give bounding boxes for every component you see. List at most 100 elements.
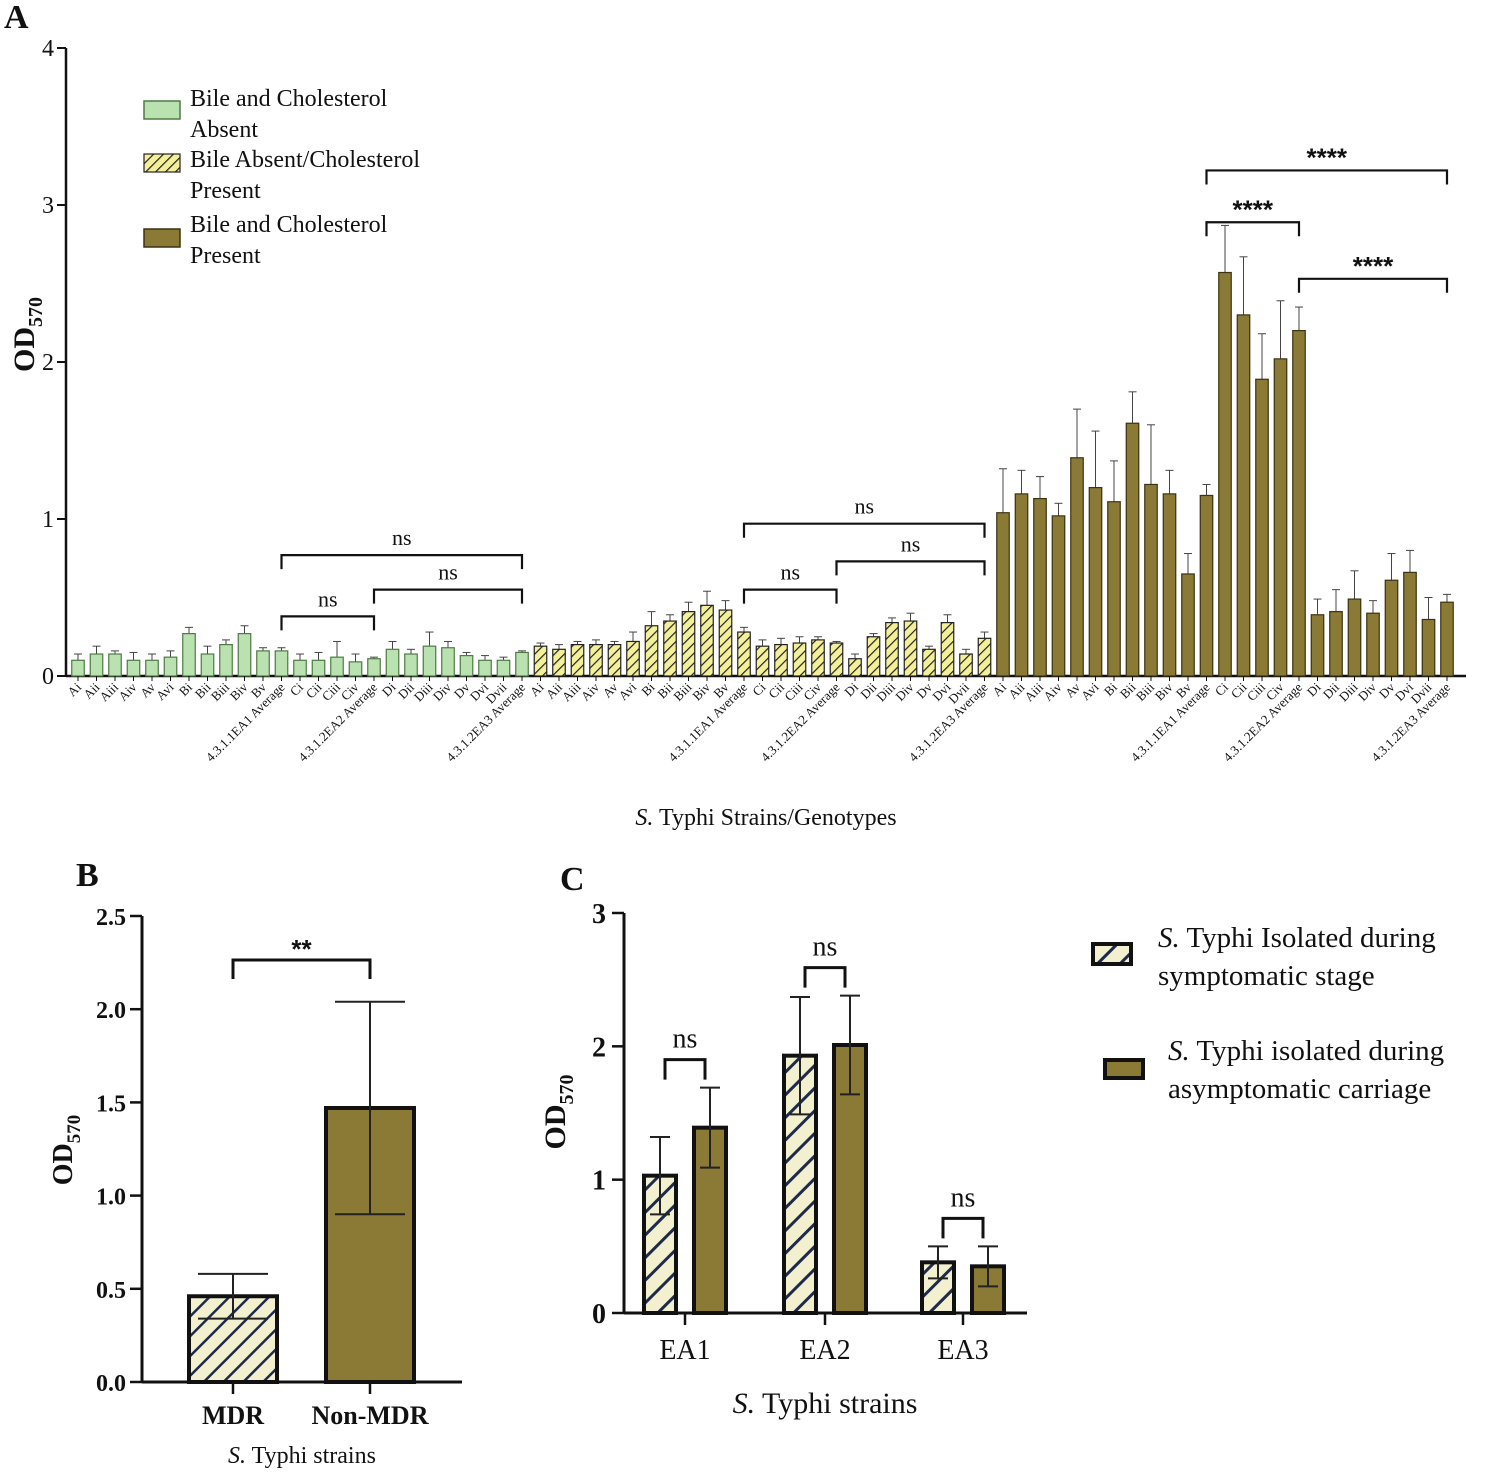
chart-a-bar xyxy=(1181,573,1195,677)
chart-a-bar xyxy=(848,658,862,677)
chart-a-significance-label: ns xyxy=(392,525,412,550)
chart-c-category-label: EA1 xyxy=(659,1335,710,1366)
chart-a-significance-label: ns xyxy=(901,531,921,556)
chart-a-bar xyxy=(1162,493,1177,677)
chart-b-y-tick-label: 1.5 xyxy=(96,1091,126,1117)
chart-b-significance-label: ** xyxy=(291,934,312,964)
chart-c-significance-label: ns xyxy=(951,1182,976,1213)
chart-b-category-label: Non-MDR xyxy=(312,1401,429,1430)
chart-a-bar xyxy=(774,643,788,677)
chart-a-bar xyxy=(108,653,122,677)
chart-a-bar xyxy=(663,620,677,677)
chart-a-bar xyxy=(182,633,196,677)
chart-a-bar xyxy=(644,625,659,677)
chart-c-significance-label: ns xyxy=(813,932,838,963)
chart-a-bar xyxy=(441,647,455,677)
chart-a-bar xyxy=(552,648,566,677)
chart-a-y-tick-label: 2 xyxy=(42,350,54,376)
chart-a-bar xyxy=(681,611,696,677)
chart-a-bar xyxy=(1107,501,1121,677)
chart-a-bar xyxy=(126,659,141,677)
legend-label-bile-absent-line1: Bile Absent/Cholesterol xyxy=(190,147,420,173)
chart-a-bar xyxy=(256,650,270,677)
legend-label-bile-absent-line2: Present xyxy=(190,178,261,204)
chart-b-y-tick-label: 2.5 xyxy=(96,905,126,931)
chart-a-bar xyxy=(1088,487,1103,677)
chart-a-category-label: Biv xyxy=(689,679,713,703)
chart-a-bar xyxy=(422,645,437,677)
legend-swatch-bile-absent xyxy=(143,153,181,173)
chart-a-significance-bracket xyxy=(742,588,838,604)
chart-a-bar xyxy=(1310,614,1325,677)
chart-a-bar xyxy=(885,622,899,677)
chart-c-axes: 0 1 2 3 EA1 EA2 EA3 xyxy=(592,899,1027,1366)
chart-a-significance-label: ns xyxy=(780,560,800,585)
chart-a-bar xyxy=(1403,571,1417,677)
chart-a-bar xyxy=(71,659,85,677)
chart-a-bar xyxy=(829,642,844,677)
legend-label-present-line1: Bile and Cholesterol xyxy=(190,212,388,238)
chart-a-significance-bracket xyxy=(280,615,376,631)
chart-a-category-label: Aiv xyxy=(1040,679,1065,704)
legend-label-symptomatic-line2: symptomatic stage xyxy=(1158,960,1375,992)
chart-b-y-tick-label: 0.5 xyxy=(96,1278,126,1304)
chart-a-significance-bracket xyxy=(742,522,986,538)
legend-label-present-line2: Present xyxy=(190,243,261,269)
chart-a-bar xyxy=(977,637,992,677)
chart-c-y-axis-title: OD570 xyxy=(539,1075,578,1150)
chart-b-x-axis-title: S. Typhi strains xyxy=(228,1443,376,1469)
chart-a-bar xyxy=(1421,618,1436,677)
chart-a-category-label: Avi xyxy=(153,679,177,703)
chart-a-bar xyxy=(274,650,289,677)
chart-c-category-label: EA2 xyxy=(799,1335,850,1366)
chart-b-y-tick-label: 1.0 xyxy=(96,1185,126,1211)
chart-a-bar xyxy=(792,642,807,677)
chart-b-bars: MDR Non-MDR ** xyxy=(187,934,429,1430)
chart-c: 0 1 2 3 EA1 EA2 EA3 ns ns ns OD570 S. Typhi stra… xyxy=(539,899,1444,1420)
chart-a-y-tick-label: 1 xyxy=(42,507,54,533)
chart-a-significance: ns ns ns ns ns ns **** **** **** xyxy=(280,142,1449,631)
chart-a-significance-bracket xyxy=(1297,277,1449,293)
panel-label-c: C xyxy=(560,861,585,898)
chart-a-bar xyxy=(1384,579,1399,677)
chart-a-bar xyxy=(996,512,1010,677)
chart-b-significance-bracket xyxy=(231,958,372,979)
chart-a-y-axis-title: OD570 xyxy=(8,297,47,372)
chart-a-bar xyxy=(163,656,178,677)
chart-a-bar xyxy=(1033,497,1047,677)
chart-b-y-tick-label: 0.0 xyxy=(96,1371,126,1397)
chart-c-significance-label: ns xyxy=(673,1024,698,1055)
chart-b: 0.0 0.5 1.0 1.5 2.0 2.5 MDR Non-MDR ** OD570 S.… xyxy=(48,905,462,1469)
panel-label-b: B xyxy=(76,857,99,894)
chart-a-bar xyxy=(1273,358,1288,677)
chart-a-bar xyxy=(330,656,344,677)
chart-a-bar xyxy=(1255,378,1269,677)
chart-a-y-tick-label: 0 xyxy=(42,664,54,690)
chart-a-significance-label: **** xyxy=(1307,142,1348,172)
chart-a-bar xyxy=(1440,601,1454,677)
legend-swatch-absent xyxy=(143,100,181,120)
chart-c-significance-bracket xyxy=(663,1058,707,1080)
chart-a-bar xyxy=(1366,612,1380,677)
chart-a-bar xyxy=(1329,611,1343,677)
chart-a-bar xyxy=(626,640,640,677)
chart-a-bar xyxy=(866,636,881,677)
chart-c-y-tick-label: 2 xyxy=(592,1032,606,1063)
chart-a-bar xyxy=(940,622,955,677)
chart-a-bar xyxy=(959,653,973,677)
chart-a-significance-label: ns xyxy=(438,560,458,585)
chart-a-significance-bracket xyxy=(280,554,524,570)
chart-a-x-axis-title: S. Typhi Strains/Genotypes xyxy=(635,805,896,831)
chart-a-bar xyxy=(348,661,363,677)
chart-b-category-label: MDR xyxy=(202,1401,264,1430)
chart-c-x-axis-title: S. Typhi strains xyxy=(733,1387,918,1420)
chart-a-bars xyxy=(71,224,1454,681)
chart-a-bar xyxy=(755,645,770,677)
chart-a-category-label: Aiv xyxy=(578,679,603,704)
chart-a-bar xyxy=(718,609,733,677)
chart-a-significance-label: ns xyxy=(854,494,874,519)
chart-a-bar xyxy=(367,658,381,677)
